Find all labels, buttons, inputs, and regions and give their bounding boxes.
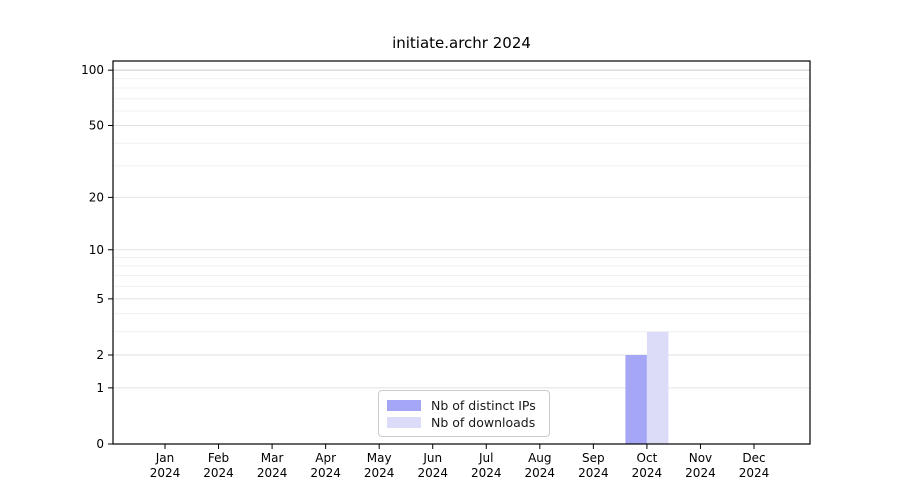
legend-swatch-downloads [387, 417, 421, 428]
x-tick-label-year-jan: 2024 [150, 466, 181, 480]
y-tick-label-2: 2 [96, 348, 104, 362]
x-tick-label-year-jun: 2024 [417, 466, 448, 480]
x-tick-label-month-mar: Mar [261, 451, 284, 465]
y-tick-label-0: 0 [96, 437, 104, 451]
legend-label-downloads: Nb of downloads [431, 415, 536, 430]
bar-nb-of-downloads-oct [646, 331, 669, 444]
chart-title: initiate.archr 2024 [392, 34, 531, 52]
legend: Nb of distinct IPs Nb of downloads [378, 390, 550, 437]
legend-label-distinct-ips: Nb of distinct IPs [431, 398, 536, 413]
bar-nb-of-distinct-ips-oct [625, 355, 647, 444]
legend-item-downloads: Nb of downloads [387, 415, 539, 430]
x-tick-label-month-nov: Nov [689, 451, 712, 465]
y-tick-label-5: 5 [96, 292, 104, 306]
x-tick-label-month-apr: Apr [315, 451, 336, 465]
x-tick-label-month-may: May [367, 451, 392, 465]
x-tick-label-year-apr: 2024 [310, 466, 341, 480]
x-tick-label-month-feb: Feb [208, 451, 229, 465]
y-tick-label-10: 10 [89, 243, 104, 257]
x-tick-label-month-jan: Jan [155, 451, 175, 465]
x-tick-label-month-sep: Sep [582, 451, 605, 465]
x-tick-label-year-aug: 2024 [525, 466, 556, 480]
x-tick-label-year-may: 2024 [364, 466, 395, 480]
x-tick-label-year-oct: 2024 [632, 466, 663, 480]
plot-border [112, 60, 811, 445]
y-tick-label-1: 1 [96, 381, 104, 395]
x-tick-label-year-nov: 2024 [685, 466, 716, 480]
x-tick-label-year-feb: 2024 [203, 466, 234, 480]
legend-swatch-distinct-ips [387, 400, 421, 411]
y-tick-label-100: 100 [81, 63, 104, 77]
x-tick-label-year-jul: 2024 [471, 466, 502, 480]
x-tick-label-month-jul: Jul [478, 451, 493, 465]
x-tick-label-year-sep: 2024 [578, 466, 609, 480]
x-tick-label-year-mar: 2024 [257, 466, 288, 480]
x-tick-label-month-jun: Jun [422, 451, 442, 465]
x-tick-label-year-dec: 2024 [739, 466, 770, 480]
legend-item-distinct-ips: Nb of distinct IPs [387, 398, 539, 413]
y-tick-label-20: 20 [89, 190, 104, 204]
y-tick-label-50: 50 [89, 119, 104, 133]
x-tick-label-month-dec: Dec [742, 451, 765, 465]
x-tick-label-month-aug: Aug [528, 451, 551, 465]
x-tick-label-month-oct: Oct [637, 451, 658, 465]
